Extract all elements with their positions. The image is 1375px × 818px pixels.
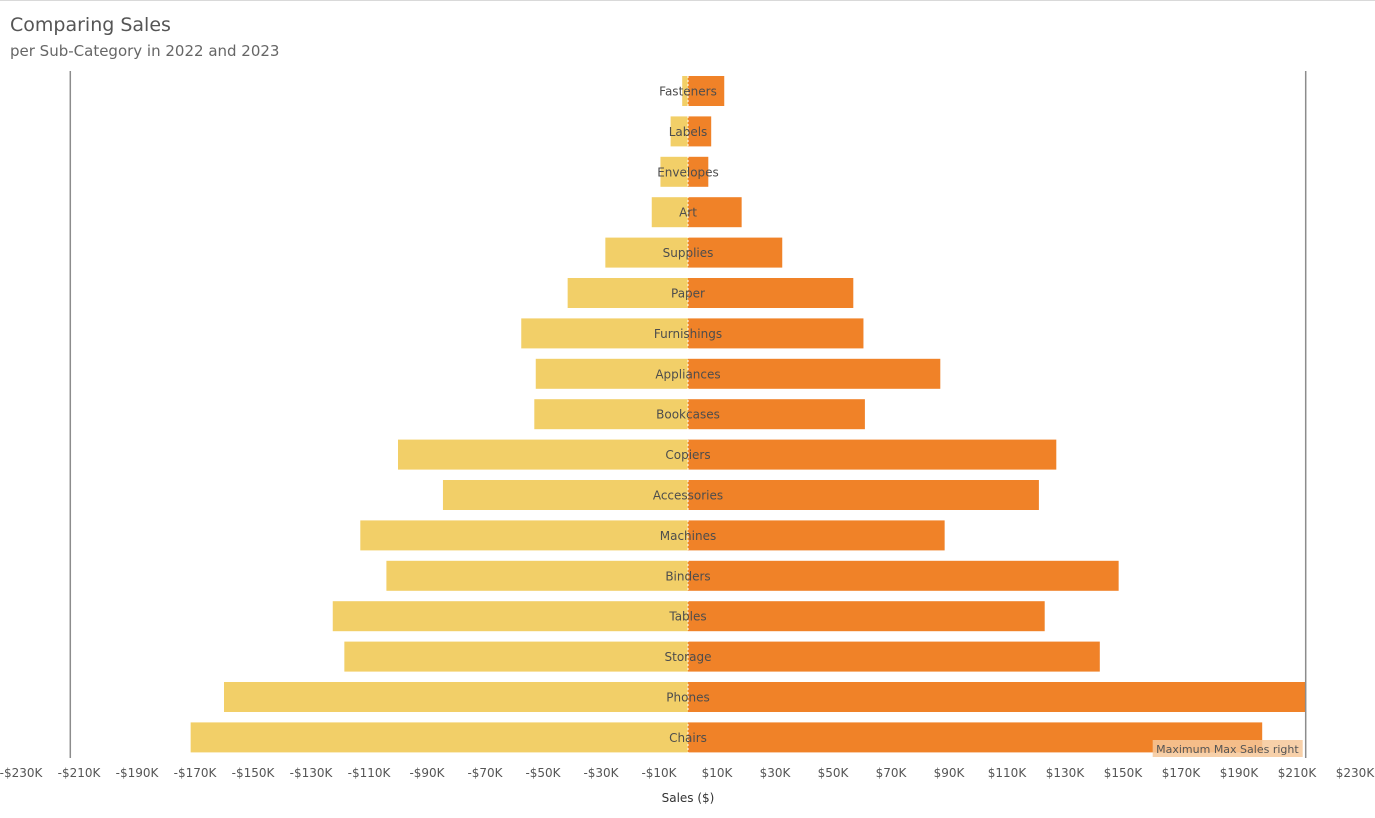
category-label: Fasteners (659, 85, 717, 99)
bar-2023 (688, 399, 865, 430)
bar-2023 (688, 601, 1045, 632)
bar-2023 (688, 318, 864, 349)
x-tick-label: $10K (702, 766, 734, 780)
x-tick-label: $130K (1046, 766, 1086, 780)
x-tick-label: -$190K (116, 766, 160, 780)
bar-2023 (688, 358, 941, 389)
x-tick-label: -$50K (525, 766, 561, 780)
x-tick-label: $30K (760, 766, 792, 780)
category-label: Art (679, 206, 697, 220)
x-tick-label: -$30K (583, 766, 619, 780)
category-label: Paper (671, 287, 705, 301)
bar-2022 (651, 197, 688, 228)
bar-2022 (521, 318, 688, 349)
bar-2022 (190, 722, 688, 753)
x-tick-label: $190K (1220, 766, 1260, 780)
category-label: Labels (669, 125, 708, 139)
bar-2022 (534, 399, 688, 430)
bar-2022 (224, 682, 688, 712)
bar-2022 (398, 439, 688, 470)
x-tick-label: $50K (818, 766, 850, 780)
category-label: Supplies (663, 246, 714, 260)
bar-2023 (688, 682, 1306, 712)
x-tick-label: -$10K (641, 766, 677, 780)
category-label: Appliances (655, 367, 720, 381)
x-tick-label: $170K (1162, 766, 1202, 780)
x-axis-title: Sales ($) (662, 791, 715, 805)
reference-annotation-bg (1152, 740, 1303, 757)
bar-2022 (344, 641, 688, 672)
x-tick-label: -$130K (290, 766, 334, 780)
bar-2023 (688, 439, 1057, 470)
x-tick-label: -$170K (174, 766, 218, 780)
x-tick-label: $230K (1336, 766, 1375, 780)
bar-2023 (688, 520, 945, 551)
bar-2023 (688, 480, 1039, 510)
x-tick-label: $110K (988, 766, 1028, 780)
bar-2023 (688, 197, 742, 228)
category-label: Bookcases (656, 408, 720, 422)
chart-title: Comparing Sales (10, 14, 171, 36)
x-tick-label: -$230K (0, 766, 43, 780)
category-label: Tables (668, 610, 706, 624)
bar-2023 (688, 156, 709, 187)
category-label: Machines (660, 529, 716, 543)
category-label: Binders (665, 569, 710, 583)
x-tick-label: $70K (876, 766, 908, 780)
reference-annotation: Maximum Max Sales right (1156, 743, 1299, 756)
top-border (0, 0, 1375, 1)
bar-2022 (386, 560, 688, 591)
bar-2022 (535, 358, 688, 389)
category-label: Furnishings (654, 327, 722, 341)
x-tick-label: $150K (1104, 766, 1144, 780)
chart-subtitle: per Sub-Category in 2022 and 2023 (10, 42, 280, 60)
bar-2023 (688, 278, 854, 308)
bar-2022 (660, 156, 688, 187)
x-tick-label: $210K (1278, 766, 1318, 780)
x-tick-label: -$210K (58, 766, 102, 780)
x-tick-label: $90K (934, 766, 966, 780)
category-label: Envelopes (657, 165, 719, 179)
bar-2022 (605, 237, 688, 268)
x-tick-label: -$90K (409, 766, 445, 780)
x-tick-label: -$150K (232, 766, 276, 780)
bar-2023 (688, 237, 783, 268)
category-label: Copiers (665, 448, 710, 462)
x-tick-label: -$110K (348, 766, 392, 780)
bar-2022 (332, 601, 688, 632)
bar-2022 (567, 278, 688, 308)
bar-2023 (688, 560, 1119, 591)
bar-2022 (442, 480, 688, 510)
bar-2023 (688, 76, 725, 106)
category-label: Accessories (653, 489, 723, 503)
category-label: Chairs (669, 731, 707, 745)
category-label: Storage (665, 650, 712, 664)
x-tick-label: -$70K (467, 766, 503, 780)
bar-2022 (682, 76, 688, 106)
bar-2022 (670, 116, 688, 147)
category-label: Phones (666, 691, 709, 705)
bar-2023 (688, 641, 1100, 672)
bar-2023 (688, 116, 712, 147)
bar-2022 (360, 520, 688, 551)
